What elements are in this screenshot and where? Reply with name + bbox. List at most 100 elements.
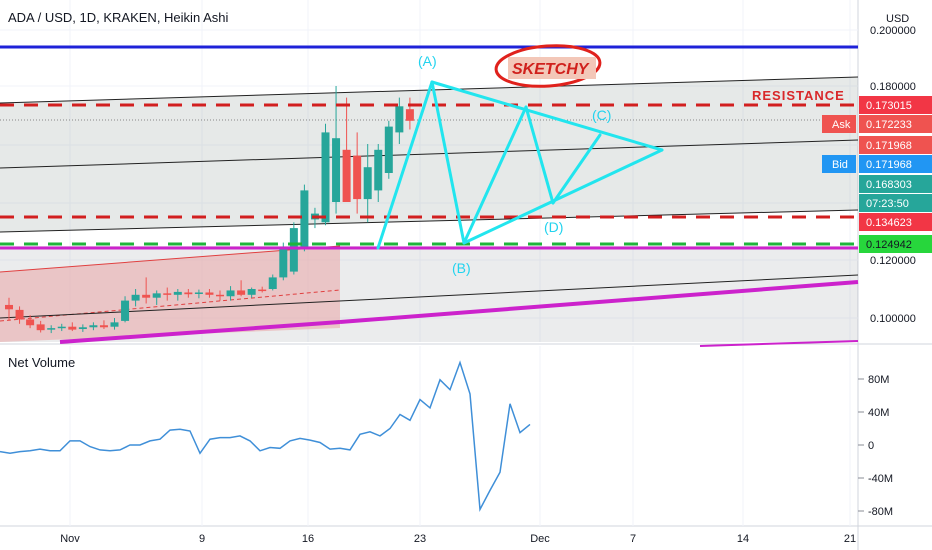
candle-33 <box>353 132 362 214</box>
volume-axis: 80M 40M 0 -40M -80M <box>858 374 893 518</box>
volume-tick-label-4: -80M <box>868 506 893 518</box>
candle-28 <box>300 184 309 252</box>
price-tag-label-bid: Bid <box>832 159 848 171</box>
volume-tick-label-1: 40M <box>868 407 889 419</box>
price-tag-bg-support-level <box>859 213 932 231</box>
time-tick-label-7: 21 <box>844 533 856 545</box>
candle-20 <box>216 290 224 301</box>
candle-25 <box>268 274 277 291</box>
candle-5 <box>57 323 66 332</box>
price-axis[interactable]: 0.200000 0.180000 0.120000 0.100000 <box>870 25 916 325</box>
candle-body-24 <box>258 289 267 292</box>
candle-12 <box>131 289 140 307</box>
candle-37 <box>395 97 404 144</box>
candle-body-35 <box>374 149 383 191</box>
time-tick-label-2: 16 <box>302 533 314 545</box>
pattern-lines <box>376 80 664 250</box>
currency-label: USD <box>886 13 909 25</box>
candle-body-20 <box>216 294 224 297</box>
candle-body-9 <box>99 325 108 328</box>
candle-19 <box>205 289 214 298</box>
candle-body-12 <box>131 294 140 301</box>
red-range-mid <box>0 289 341 322</box>
price-tag-bg-last-ha <box>859 136 932 154</box>
price-tag-value-last-ha: 0.171968 <box>866 140 912 152</box>
price-tag-support-green: 0.124942 <box>859 235 932 253</box>
pattern-leg-ab <box>430 80 466 245</box>
pattern-label-b: (B) <box>452 260 471 276</box>
candle-3 <box>36 320 45 333</box>
price-tag-ask: Ask 0.172233 <box>822 115 932 133</box>
pattern-label-c: (C) <box>592 107 611 123</box>
candle-body-28 <box>300 190 309 249</box>
candle-body-1 <box>15 309 24 320</box>
price-tick-label-0: 0.200000 <box>870 25 916 37</box>
candle-0 <box>5 297 13 321</box>
price-tag-value-support-green: 0.124942 <box>866 239 912 251</box>
time-tick-label-4: Dec <box>530 533 550 545</box>
channel-bottom <box>0 209 859 233</box>
price-tag-bg-bid <box>859 155 932 173</box>
candle-body-32 <box>342 149 351 202</box>
candle-body-23 <box>247 289 256 295</box>
candle-36 <box>384 120 393 179</box>
sketchy-label: SKETCHY <box>512 61 590 78</box>
price-tag-label-bg-bid <box>822 155 856 173</box>
price-tag-support-level: 0.134623 <box>859 213 932 231</box>
resistance-label: RESISTANCE <box>752 88 845 103</box>
candle-body-16 <box>173 291 182 295</box>
net-volume-series <box>0 360 531 513</box>
candle-body-5 <box>57 326 66 329</box>
candle-body-25 <box>268 277 277 289</box>
price-tag-bg-countdown <box>859 194 932 212</box>
magenta-trend-far <box>699 340 859 347</box>
candle-38 <box>405 97 414 130</box>
magenta-trend-left <box>59 320 341 344</box>
candle-body-10 <box>110 322 119 327</box>
candle-18 <box>194 289 203 299</box>
price-tag-value-bid: 0.171968 <box>866 159 912 171</box>
magenta-trend-right <box>339 280 859 324</box>
lower-trend-line <box>0 274 859 319</box>
price-tag-last-price: 0.168303 <box>859 175 932 193</box>
price-tag-label-bg-ask <box>822 115 856 133</box>
candle-16 <box>173 289 182 301</box>
price-tags: 0.173015 Ask 0.172233 0.171968 Bid 0.171968 0.… <box>822 96 932 253</box>
pattern-leg-bc <box>462 105 528 245</box>
price-tag-bg-resistance-level <box>859 96 932 114</box>
time-axis[interactable]: Nov 9 16 23 Dec 7 14 21 <box>60 533 856 545</box>
price-tag-bid: Bid 0.171968 <box>822 155 932 173</box>
volume-panel <box>0 346 858 526</box>
candle-2 <box>26 315 35 329</box>
sketchy-label-bg <box>508 57 596 79</box>
candle-body-0 <box>5 304 13 310</box>
candle-body-18 <box>194 292 203 294</box>
sketchy-circle <box>494 44 602 88</box>
candle-9 <box>99 320 108 330</box>
candle-17 <box>184 289 193 298</box>
price-tag-bg-ask <box>859 115 932 133</box>
price-tag-value-countdown: 07:23:50 <box>866 198 909 210</box>
candle-body-37 <box>395 106 404 133</box>
price-tick-label-2: 0.120000 <box>870 255 916 267</box>
price-tag-bg-last-price <box>859 175 932 193</box>
price-tag-countdown: 07:23:50 <box>859 194 932 212</box>
price-tag-label-ask: Ask <box>832 119 851 131</box>
price-tag-bg-support-green <box>859 235 932 253</box>
drawings <box>0 45 859 347</box>
candle-body-30 <box>321 132 330 223</box>
time-tick-label-0: Nov <box>60 533 80 545</box>
candle-7 <box>78 324 87 332</box>
time-tick-label-6: 14 <box>737 533 749 545</box>
candle-body-33 <box>353 155 362 200</box>
price-tag-value-last-price: 0.168303 <box>866 179 912 191</box>
price-tag-value-support-level: 0.134623 <box>866 217 912 229</box>
price-tag-value-resistance-level: 0.173015 <box>866 100 912 112</box>
candle-body-6 <box>68 326 77 330</box>
chart-title: ADA / USD, 1D, KRAKEN, Heikin Ashi <box>8 10 228 25</box>
candle-body-38 <box>405 109 414 121</box>
net-volume-line <box>0 360 531 513</box>
candle-body-21 <box>226 290 235 297</box>
candle-body-8 <box>89 325 98 328</box>
